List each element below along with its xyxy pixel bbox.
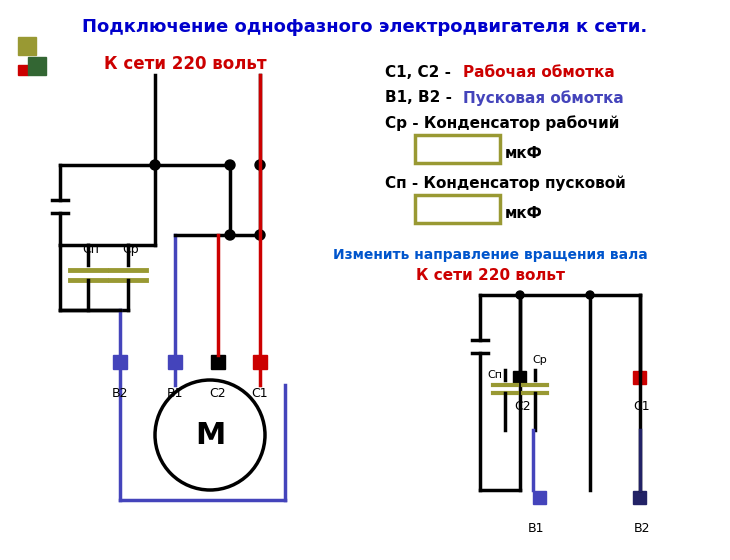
Circle shape — [225, 230, 235, 240]
Text: Ср - Конденсатор рабочий: Ср - Конденсатор рабочий — [385, 115, 619, 130]
Text: В1: В1 — [528, 522, 545, 535]
Bar — [18, 37, 36, 55]
Text: С2: С2 — [210, 387, 226, 400]
Circle shape — [255, 160, 265, 170]
Text: мкФ: мкФ — [505, 146, 542, 161]
Text: мкФ: мкФ — [505, 206, 542, 221]
Bar — [253, 355, 267, 369]
Text: С1: С1 — [634, 400, 650, 413]
Circle shape — [255, 230, 265, 240]
Bar — [28, 57, 46, 75]
Text: Изменить направление вращения вала: Изменить направление вращения вала — [333, 248, 648, 262]
Text: С1: С1 — [252, 387, 269, 400]
Text: Подключение однофазного электродвигателя к сети.: Подключение однофазного электродвигателя… — [82, 18, 648, 36]
Bar — [415, 135, 500, 163]
Bar — [533, 491, 546, 504]
Text: В1: В1 — [166, 387, 183, 400]
Text: В2: В2 — [634, 522, 650, 535]
Bar — [513, 371, 526, 384]
Text: Сп: Сп — [488, 370, 502, 380]
Bar — [18, 65, 28, 75]
Circle shape — [516, 291, 524, 299]
Text: Сп: Сп — [82, 243, 99, 256]
Bar — [211, 355, 225, 369]
Text: В1, В2 -: В1, В2 - — [385, 90, 457, 105]
Text: Рабочая обмотка: Рабочая обмотка — [463, 65, 615, 80]
Text: С2: С2 — [515, 400, 531, 413]
Bar — [168, 355, 182, 369]
Bar — [415, 195, 500, 223]
Bar — [633, 491, 646, 504]
Text: К сети 220 вольт: К сети 220 вольт — [104, 55, 266, 73]
Bar — [633, 371, 646, 384]
Text: Пусковая обмотка: Пусковая обмотка — [463, 90, 623, 106]
Text: Ср: Ср — [123, 243, 139, 256]
Bar — [113, 355, 127, 369]
Text: Ср: Ср — [533, 355, 548, 365]
Circle shape — [225, 160, 235, 170]
Text: К сети 220 вольт: К сети 220 вольт — [415, 268, 564, 283]
Text: М: М — [195, 421, 225, 450]
Text: В2: В2 — [112, 387, 128, 400]
Circle shape — [150, 160, 160, 170]
Circle shape — [586, 291, 594, 299]
Text: Сп - Конденсатор пусковой: Сп - Конденсатор пусковой — [385, 175, 626, 190]
Text: С1, С2 -: С1, С2 - — [385, 65, 456, 80]
